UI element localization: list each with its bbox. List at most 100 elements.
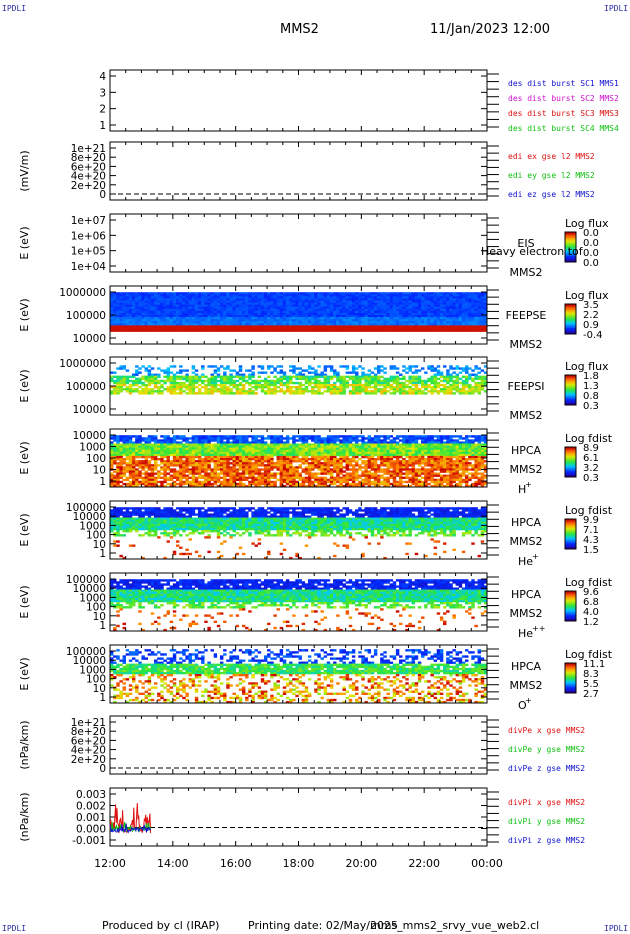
- heatmap-cell: [125, 455, 130, 459]
- heatmap-cell: [122, 388, 127, 391]
- heatmap-cell: [257, 447, 262, 451]
- heatmap-cell: [254, 449, 258, 453]
- colorbar-cell: [565, 388, 576, 391]
- heatmap-cell: [125, 319, 130, 322]
- colorbar-cell: [565, 307, 576, 309]
- colorbar-cell: [565, 253, 576, 255]
- heatmap-cell: [153, 386, 158, 389]
- heatmap-cell: [279, 371, 284, 374]
- heatmap-cell: [285, 317, 290, 320]
- heatmap-cell: [116, 451, 120, 455]
- heatmap-cell: [480, 306, 485, 310]
- heatmap-cell: [213, 437, 218, 440]
- heatmap-cell: [471, 388, 475, 391]
- heatmap-cell: [452, 325, 456, 328]
- heatmap-cell: [213, 302, 218, 305]
- heatmap-cell: [179, 386, 183, 389]
- heatmap-cell: [468, 319, 472, 322]
- heatmap-cell: [131, 379, 136, 383]
- heatmap-cell: [226, 464, 230, 467]
- heatmap-cell: [380, 375, 384, 379]
- y-tick-label: 1: [99, 120, 106, 132]
- heatmap-cell: [191, 470, 196, 473]
- heatmap-cell: [175, 310, 180, 314]
- heatmap-cell: [307, 302, 312, 305]
- heatmap-cell: [336, 392, 340, 395]
- heatmap-cell: [345, 300, 350, 303]
- heatmap-cell: [185, 315, 189, 318]
- heatmap-cell: [131, 441, 136, 444]
- heatmap-cell: [455, 310, 460, 314]
- heatmap-cell: [367, 379, 372, 383]
- heatmap-cell: [424, 298, 428, 301]
- heatmap-cell: [226, 294, 230, 297]
- heatmap-cell: [260, 441, 265, 444]
- heatmap-cell: [204, 468, 208, 471]
- heatmap-cell: [455, 386, 460, 389]
- heatmap-cell: [135, 312, 139, 316]
- heatmap-cell: [185, 468, 189, 471]
- heatmap-cell: [260, 365, 265, 368]
- heatmap-cell: [213, 460, 218, 463]
- heatmap-cell: [150, 445, 155, 448]
- heatmap-cell: [226, 468, 230, 471]
- heatmap-cell: [172, 480, 177, 484]
- heatmap-cell: [427, 390, 431, 393]
- heatmap-cell: [326, 377, 331, 381]
- heatmap-cell: [257, 441, 262, 444]
- heatmap-cell: [461, 383, 466, 387]
- heatmap-cell: [399, 317, 403, 320]
- heatmap-cell: [254, 321, 258, 324]
- heatmap-cell: [414, 317, 419, 320]
- heatmap-cell: [163, 379, 167, 383]
- heatmap-cell: [386, 381, 390, 385]
- heatmap-cell: [241, 319, 246, 322]
- heatmap-cell: [160, 315, 164, 318]
- heatmap-cell: [276, 315, 280, 318]
- heatmap-cell: [141, 455, 145, 459]
- heatmap-cell: [128, 379, 133, 383]
- heatmap-cell: [367, 369, 372, 372]
- heatmap-cell: [182, 302, 186, 305]
- heatmap-cell: [226, 482, 230, 486]
- heatmap-cell: [289, 386, 293, 389]
- heatmap-cell: [276, 381, 280, 385]
- heatmap-cell: [329, 308, 334, 312]
- heatmap-cell: [210, 460, 214, 463]
- heatmap-cell: [351, 323, 356, 326]
- heatmap-cell: [157, 480, 161, 484]
- heatmap-cell: [116, 390, 120, 393]
- heatmap-cell: [367, 375, 372, 379]
- heatmap-cell: [204, 294, 208, 297]
- heatmap-cell: [351, 294, 356, 297]
- legend-entry: edi ez gse l2 MMS2: [508, 190, 595, 199]
- heatmap-cell: [307, 296, 312, 299]
- colorbar-cell: [565, 254, 576, 257]
- heatmap-cell: [238, 292, 243, 295]
- heatmap-cell: [263, 315, 268, 318]
- heatmap-cell: [219, 386, 224, 389]
- heatmap-cell: [333, 298, 337, 301]
- heatmap-cell: [210, 482, 214, 486]
- heatmap-cell: [138, 327, 142, 330]
- y-axis-label: (mV/m): [18, 150, 31, 191]
- heatmap-cell: [110, 315, 114, 318]
- heatmap-cell: [207, 296, 211, 299]
- heatmap-cell: [128, 449, 133, 453]
- heatmap-cell: [292, 367, 296, 370]
- heatmap-cell: [245, 443, 249, 446]
- colorbar-cell: [565, 381, 576, 383]
- heatmap-cell: [427, 306, 431, 310]
- heatmap-cell: [424, 323, 428, 326]
- colorbar-cell: [565, 384, 576, 386]
- heatmap-cell: [204, 327, 208, 330]
- heatmap-cell: [270, 323, 274, 326]
- heatmap-cell: [238, 445, 243, 448]
- heatmap-cell: [175, 462, 180, 465]
- heatmap-cell: [169, 392, 174, 395]
- heatmap-cell: [260, 437, 265, 440]
- heatmap-cell: [314, 302, 318, 305]
- heatmap-cell: [279, 310, 284, 314]
- heatmap-cell: [251, 367, 255, 370]
- heatmap-cell: [147, 365, 152, 368]
